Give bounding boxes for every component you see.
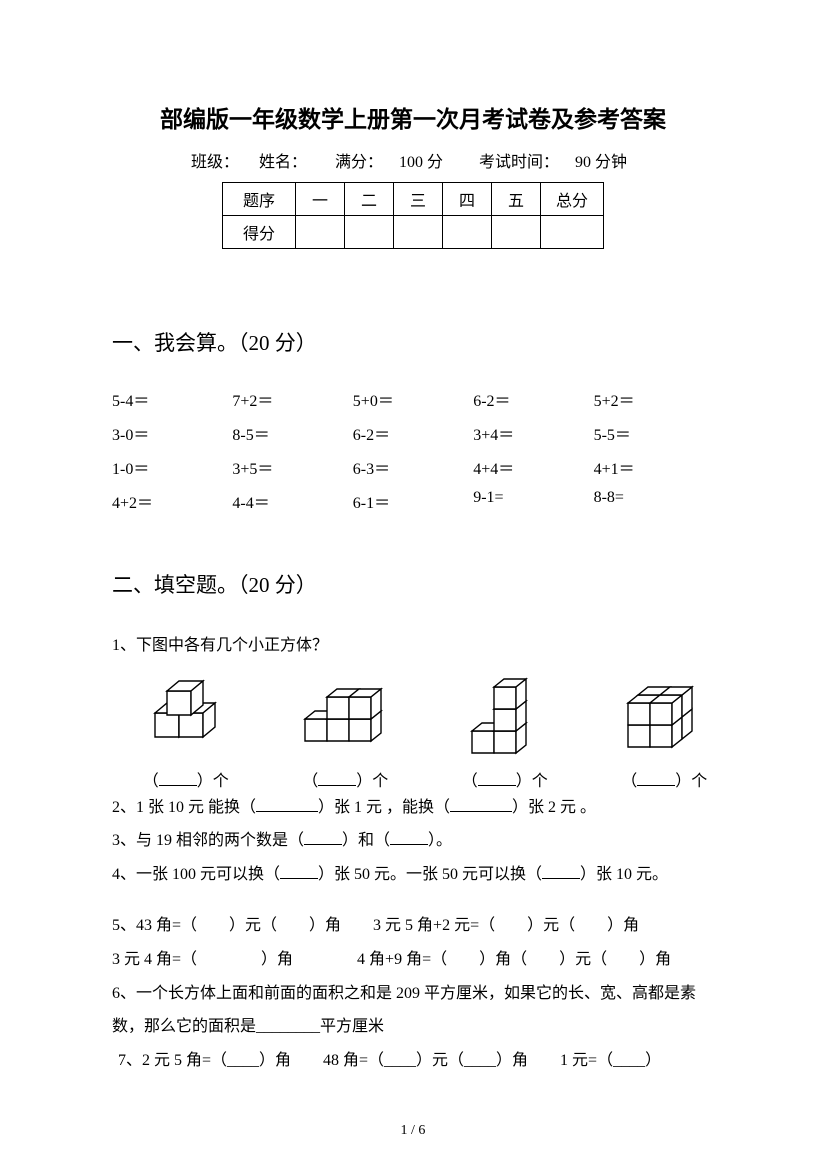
- calc-item: 5+2＝: [594, 387, 714, 411]
- cube-caption-1: （）个: [136, 767, 236, 791]
- score-table: 题序一二三四五总分 得分: [222, 182, 604, 249]
- calc-item: 8-5＝: [232, 421, 352, 445]
- class-label: 班级：: [191, 154, 239, 171]
- score-value-cell: [394, 216, 443, 249]
- cube-caption-3: （）个: [455, 767, 555, 791]
- calc-item: 5+0＝: [353, 387, 473, 411]
- meta-line: 班级： 姓名： 满分：100 分 考试时间：90 分钟: [112, 148, 714, 172]
- score-header-cell: 四: [443, 183, 492, 216]
- calc-grid: 5-4＝7+2＝5+0＝6-2＝5+2＝3-0＝8-5＝6-2＝3+4＝5-5＝…: [112, 387, 714, 513]
- q7-line: 7、2 元 5 角=（____）角 48 角=（____）元（____）角 1 …: [112, 1044, 714, 1078]
- calc-item: 3-0＝: [112, 421, 232, 445]
- calc-item: 7+2＝: [232, 387, 352, 411]
- cube-figure-4: [614, 673, 714, 763]
- score-value-cell: 得分: [223, 216, 296, 249]
- q2-line: 2、1 张 10 元 能换（）张 1 元 ，能换（）张 2 元 。: [112, 791, 714, 825]
- score-value-cell: [492, 216, 541, 249]
- page-title: 部编版一年级数学上册第一次月考试卷及参考答案: [112, 100, 714, 134]
- calc-item: 4-4＝: [232, 489, 352, 513]
- section-1-heading: 一、我会算。（20 分）: [112, 327, 714, 357]
- cube-figures-row: [112, 673, 714, 763]
- cube-captions: （）个 （）个 （）个 （）个: [112, 767, 714, 791]
- q3-line: 3、与 19 相邻的两个数是（）和（）。: [112, 824, 714, 858]
- q5-line-1: 5、43 角=（ ）元（ ）角 3 元 5 角+2 元=（ ）元（ ）角: [112, 909, 714, 943]
- calc-item: 5-4＝: [112, 387, 232, 411]
- full-score: 满分：100 分: [327, 154, 451, 171]
- exam-time: 考试时间：90 分钟: [471, 154, 635, 171]
- score-header-cell: 题序: [223, 183, 296, 216]
- calc-item: 6-2＝: [353, 421, 473, 445]
- cube-figure-3: [455, 673, 554, 763]
- calc-item: 9-1=: [473, 489, 593, 513]
- cube-caption-2: （）个: [296, 767, 396, 791]
- calc-item: 6-3＝: [353, 455, 473, 479]
- score-value-cell: [296, 216, 345, 249]
- score-value-cell: [541, 216, 604, 249]
- score-header-cell: 五: [492, 183, 541, 216]
- q1-text: 1、下图中各有几个小正方体？: [112, 629, 714, 663]
- q5-line-2: 3 元 4 角=（ ）角 4 角+9 角=（ ）角（ ）元（ ）角: [112, 943, 714, 977]
- calc-item: 4+1＝: [594, 455, 714, 479]
- section-2-heading: 二、填空题。（20 分）: [112, 569, 714, 599]
- calc-item: 6-1＝: [353, 489, 473, 513]
- page-number: 1 / 6: [0, 1123, 826, 1139]
- cube-caption-4: （）个: [615, 767, 715, 791]
- name-label: 姓名：: [259, 154, 307, 171]
- calc-item: 6-2＝: [473, 387, 593, 411]
- calc-item: 5-5＝: [594, 421, 714, 445]
- calc-item: 3+4＝: [473, 421, 593, 445]
- score-value-cell: [443, 216, 492, 249]
- score-header-cell: 总分: [541, 183, 604, 216]
- calc-item: 4+2＝: [112, 489, 232, 513]
- score-header-cell: 二: [345, 183, 394, 216]
- q6-line: 6、一个长方体上面和前面的面积之和是 209 平方厘米，如果它的长、宽、高都是素…: [112, 977, 714, 1044]
- calc-item: 3+5＝: [232, 455, 352, 479]
- cube-figure-2: [295, 673, 395, 763]
- score-value-cell: [345, 216, 394, 249]
- score-header-cell: 三: [394, 183, 443, 216]
- cube-figure-1: [136, 673, 235, 763]
- q4-line: 4、一张 100 元可以换（）张 50 元。一张 50 元可以换（）张 10 元…: [112, 858, 714, 892]
- calc-item: 8-8=: [594, 489, 714, 513]
- calc-item: 4+4＝: [473, 455, 593, 479]
- score-header-cell: 一: [296, 183, 345, 216]
- calc-item: 1-0＝: [112, 455, 232, 479]
